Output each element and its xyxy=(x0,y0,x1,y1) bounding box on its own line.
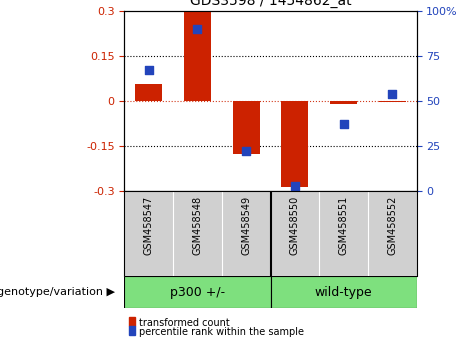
Text: GSM458550: GSM458550 xyxy=(290,195,300,255)
Text: genotype/variation ▶: genotype/variation ▶ xyxy=(0,287,115,297)
Point xyxy=(242,149,250,154)
Bar xyxy=(271,276,417,308)
Bar xyxy=(379,101,406,102)
Text: GSM458551: GSM458551 xyxy=(338,195,349,255)
Bar xyxy=(233,101,260,154)
Bar xyxy=(282,101,308,187)
Text: percentile rank within the sample: percentile rank within the sample xyxy=(139,327,304,337)
Bar xyxy=(124,276,271,308)
Point xyxy=(194,26,201,32)
Point xyxy=(389,91,396,97)
Text: p300 +/-: p300 +/- xyxy=(170,286,225,298)
Bar xyxy=(330,101,357,104)
Point xyxy=(340,121,347,127)
Text: GSM458549: GSM458549 xyxy=(241,195,251,255)
Text: GSM458547: GSM458547 xyxy=(144,195,154,255)
Bar xyxy=(136,84,162,101)
Text: transformed count: transformed count xyxy=(139,318,230,328)
Bar xyxy=(184,12,211,101)
Title: GDS3598 / 1454862_at: GDS3598 / 1454862_at xyxy=(190,0,351,8)
Point xyxy=(291,183,299,189)
Point xyxy=(145,67,153,73)
Text: GSM458548: GSM458548 xyxy=(193,195,202,255)
Text: GSM458552: GSM458552 xyxy=(387,195,397,255)
Text: wild-type: wild-type xyxy=(315,286,372,298)
